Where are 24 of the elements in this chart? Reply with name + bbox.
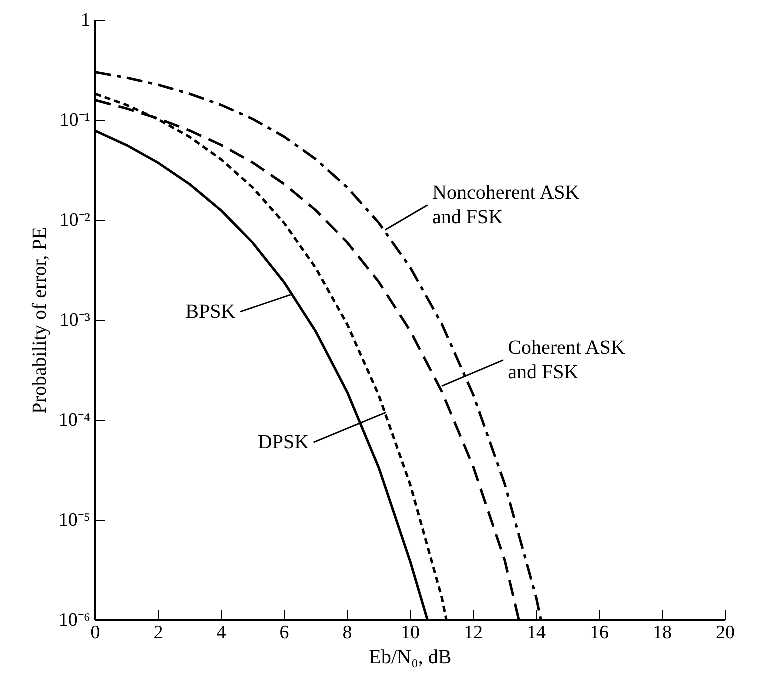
annotation: BPSK: [186, 300, 236, 323]
y-tick-label: 10⁻¹: [60, 110, 91, 131]
x-tick-label: 2: [154, 622, 164, 644]
y-tick-label: 1: [81, 10, 90, 31]
x-tick-label: 6: [280, 622, 290, 644]
x-tick-label: 8: [342, 622, 352, 644]
x-tick-label: 0: [90, 622, 100, 644]
x-tick-label: 20: [716, 622, 735, 644]
y-tick-label: 10⁻⁴: [58, 410, 91, 431]
annotation: Noncoherent ASK and FSK: [432, 182, 580, 228]
x-tick-label: 10: [401, 622, 420, 644]
y-tick-label: 10⁻⁵: [58, 510, 90, 531]
y-tick-label: 10⁻⁶: [58, 610, 90, 631]
x-tick-label: 4: [216, 622, 227, 644]
x-tick-label: 12: [464, 622, 483, 644]
y-tick-label: 10⁻²: [60, 210, 91, 231]
y-axis-title: Probability of error, PE: [28, 227, 51, 414]
x-tick-label: 16: [590, 622, 609, 644]
annotation: Coherent ASK and FSK: [508, 337, 626, 384]
x-axis-title: Eb/N₀, dB: [369, 646, 452, 668]
x-tick-label: 18: [653, 622, 672, 644]
x-tick-label: 14: [527, 622, 546, 644]
annotation: DPSK: [258, 432, 310, 454]
y-tick-label: 10⁻³: [60, 310, 91, 331]
